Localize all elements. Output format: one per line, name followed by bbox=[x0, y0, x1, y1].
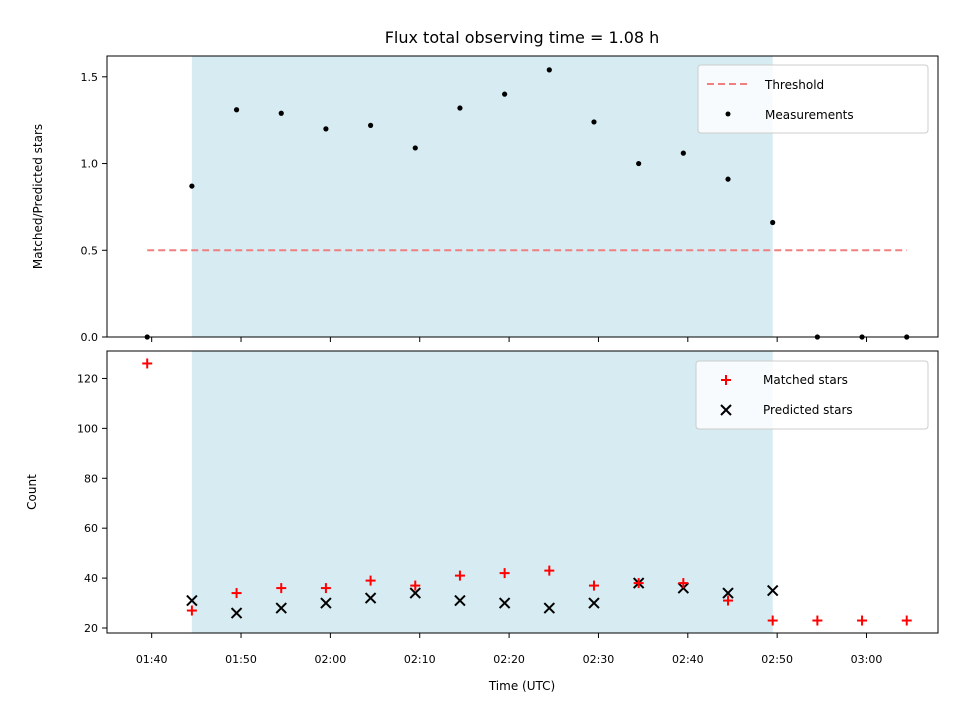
top-panel: 0.0 0.5 1.0 1.5 Matched/Predicted stars Thr… bbox=[31, 55, 939, 344]
matched-stars-point bbox=[767, 615, 778, 626]
y-tick-label: 0.5 bbox=[81, 244, 99, 257]
measurement-point bbox=[367, 122, 374, 128]
predicted-stars-point bbox=[766, 584, 779, 597]
bottom-y-ticks: 20 40 60 80 100 120 bbox=[77, 372, 107, 635]
x-axis-label: Time (UTC) bbox=[488, 679, 555, 693]
matched-stars-point bbox=[544, 565, 555, 576]
top-x-ticks bbox=[151, 337, 868, 342]
bottom-x-ticks: 01:40 01:50 02:00 02:10 02:20 02:30 02:40 02:50… bbox=[136, 633, 883, 666]
x-tick-label: 02:00 bbox=[315, 653, 347, 666]
matched-stars-point bbox=[901, 615, 912, 626]
bottom-y-axis-label: Count bbox=[25, 474, 39, 510]
bottom-axes-frame bbox=[106, 350, 939, 634]
measurement-point bbox=[680, 150, 686, 156]
measurement-point bbox=[502, 91, 508, 97]
measurement-point bbox=[189, 183, 195, 189]
legend-predicted-label: Predicted stars bbox=[763, 403, 853, 417]
measurement-point bbox=[323, 126, 329, 132]
x-tick-label: 02:30 bbox=[583, 653, 615, 666]
x-tick-label: 01:40 bbox=[136, 653, 168, 666]
matched-stars-point bbox=[186, 605, 197, 616]
measurement-point bbox=[725, 176, 731, 182]
x-tick-label: 02:20 bbox=[493, 653, 525, 666]
predicted-stars-point bbox=[275, 602, 287, 614]
y-tick-label: 0.0 bbox=[81, 331, 99, 344]
predicted-stars-point bbox=[588, 597, 600, 609]
matched-stars-point bbox=[812, 615, 823, 626]
matched-stars-point bbox=[678, 578, 689, 589]
predicted-stars-point bbox=[498, 597, 511, 609]
measurement-point bbox=[770, 219, 776, 226]
predicted-stars-point bbox=[230, 607, 243, 619]
predicted-stars-point bbox=[722, 587, 734, 599]
predicted-stars-point bbox=[320, 597, 332, 609]
bottom-legend-box bbox=[695, 360, 929, 430]
measurement-point bbox=[636, 160, 642, 167]
y-tick-label: 1.0 bbox=[81, 158, 99, 171]
measurement-point bbox=[591, 119, 597, 125]
count-points bbox=[142, 358, 912, 626]
top-legend-box bbox=[697, 64, 929, 134]
x-tick-label: 02:10 bbox=[404, 653, 436, 666]
y-tick-label: 80 bbox=[84, 472, 98, 485]
predicted-stars-point bbox=[543, 602, 556, 614]
y-tick-label: 20 bbox=[84, 622, 98, 635]
matched-stars-point bbox=[499, 568, 510, 579]
legend-threshold-label: Threshold bbox=[764, 78, 824, 92]
observing-window-shade-bottom bbox=[191, 351, 773, 633]
matched-stars-point bbox=[857, 615, 868, 626]
matched-stars-point bbox=[142, 358, 153, 369]
bottom-legend: Matched stars Predicted stars bbox=[695, 360, 929, 430]
matched-stars-point bbox=[320, 583, 331, 594]
top-legend: Threshold Measurements bbox=[697, 64, 929, 134]
measurement-point bbox=[233, 107, 240, 113]
top-axes-frame bbox=[106, 55, 939, 338]
legend-measurements-swatch bbox=[725, 111, 731, 117]
x-tick-label: 03:00 bbox=[851, 653, 883, 666]
measurement-points bbox=[144, 67, 910, 340]
chart-title: Flux total observing time = 1.08 h bbox=[385, 28, 660, 47]
measurement-point bbox=[457, 105, 463, 111]
predicted-stars-point bbox=[454, 594, 466, 607]
matched-stars-point bbox=[410, 580, 421, 591]
legend-matched-label: Matched stars bbox=[763, 373, 848, 387]
x-tick-label: 02:40 bbox=[672, 653, 704, 666]
matched-stars-point bbox=[365, 575, 376, 586]
y-tick-label: 100 bbox=[77, 422, 98, 435]
legend-matched-swatch bbox=[721, 375, 731, 385]
legend-predicted-swatch bbox=[720, 404, 732, 416]
matched-stars-point bbox=[231, 588, 242, 599]
predicted-stars-point bbox=[409, 587, 421, 599]
y-tick-label: 120 bbox=[77, 372, 98, 385]
predicted-stars-point bbox=[186, 594, 198, 607]
bottom-panel: 20 40 60 80 100 120 01:40 01:50 02:00 02:10 02:20… bbox=[25, 350, 939, 693]
measurement-point bbox=[278, 110, 284, 116]
matched-stars-point bbox=[723, 595, 734, 606]
x-tick-label: 01:50 bbox=[225, 653, 257, 666]
matched-stars-point bbox=[276, 583, 287, 594]
predicted-stars-point bbox=[364, 592, 377, 604]
y-tick-label: 40 bbox=[84, 572, 98, 585]
top-y-ticks: 0.0 0.5 1.0 1.5 bbox=[81, 71, 107, 344]
matched-stars-point bbox=[633, 578, 644, 589]
x-tick-label: 02:50 bbox=[761, 653, 793, 666]
legend-measurements-label: Measurements bbox=[765, 108, 854, 122]
matched-stars-point bbox=[588, 580, 599, 591]
y-tick-label: 60 bbox=[84, 522, 98, 535]
matched-stars-point bbox=[454, 570, 465, 581]
top-y-axis-label: Matched/Predicted stars bbox=[31, 124, 45, 269]
y-tick-label: 1.5 bbox=[81, 71, 99, 84]
measurement-point bbox=[546, 67, 552, 73]
measurement-point bbox=[412, 145, 418, 151]
observing-window-shade-top bbox=[191, 56, 773, 337]
